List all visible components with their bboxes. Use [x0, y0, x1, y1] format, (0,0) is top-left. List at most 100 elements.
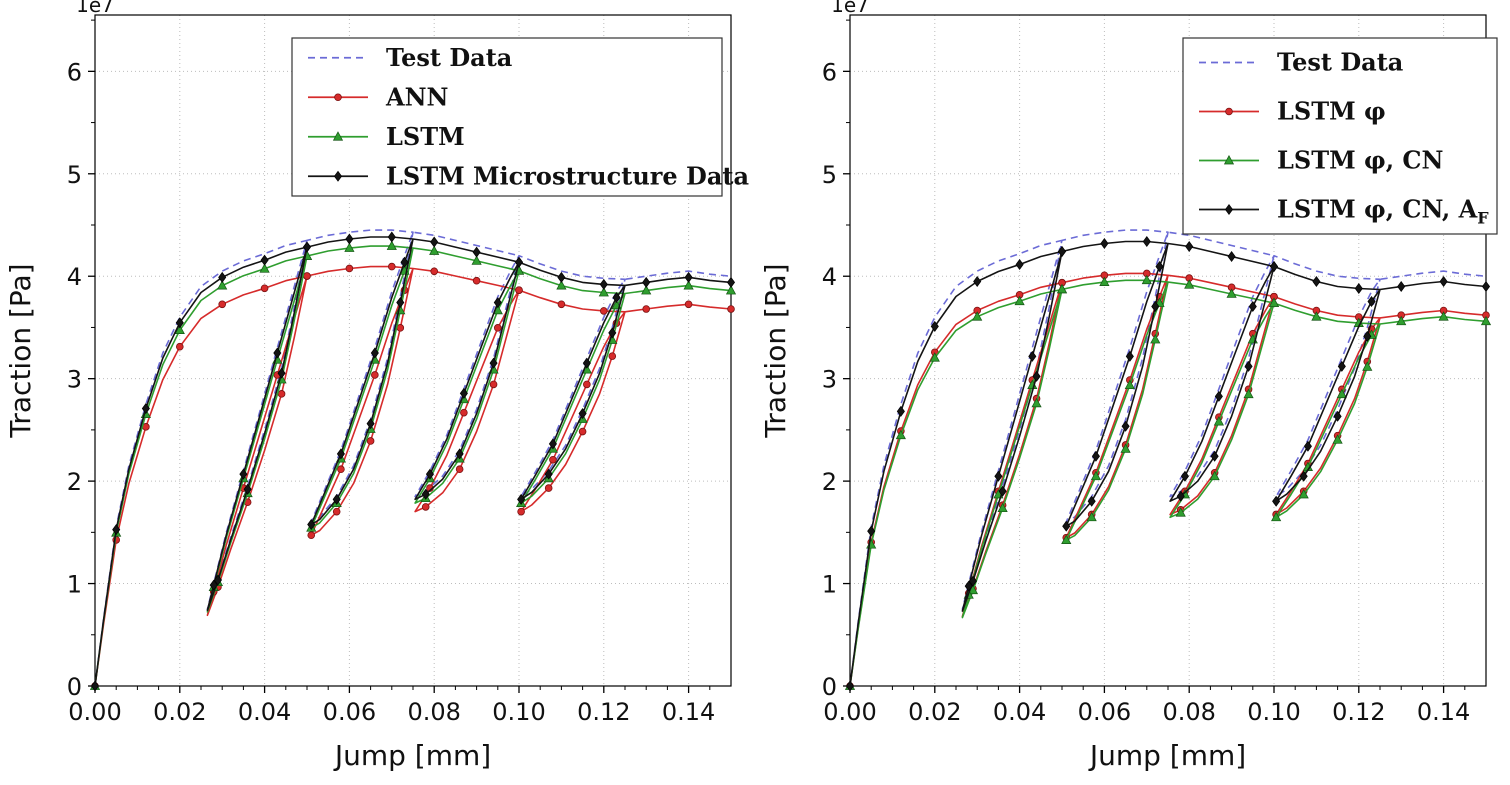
diamond-marker: [514, 256, 524, 268]
triangle-marker: [1226, 288, 1237, 298]
diamond-marker: [1100, 238, 1109, 250]
diamond-marker: [548, 438, 557, 450]
triangle-marker: [1213, 416, 1224, 426]
triangle-marker: [1124, 379, 1135, 389]
x-tick-label: 0.10: [492, 698, 545, 726]
x-axis-label: Jump [mm]: [333, 739, 491, 772]
diamond-marker: [430, 236, 439, 248]
circle-marker: [430, 267, 439, 276]
diamond-marker: [273, 347, 282, 359]
series-ann: [94, 265, 732, 687]
diamond-marker: [845, 680, 855, 692]
x-tick-label: 0.06: [323, 698, 376, 726]
diamond-marker: [459, 387, 468, 399]
triangle-marker: [1099, 276, 1110, 286]
triangle-marker: [386, 240, 397, 250]
triangle-marker: [598, 287, 609, 297]
triangle-marker: [1014, 295, 1025, 306]
series-lstm-phi-cn-af-markers: [845, 236, 1491, 692]
diamond-marker: [277, 367, 286, 379]
y-axis-offset-label: 1e7: [831, 0, 869, 17]
triangle-marker: [332, 131, 344, 141]
diamond-marker: [213, 574, 222, 586]
legend-label: Test Data: [1277, 48, 1403, 77]
x-tick-label: 0.12: [577, 698, 630, 726]
y-axis-label: Traction [Pa]: [4, 263, 37, 438]
legend-label: ANN: [385, 82, 449, 111]
y-tick-label: 1: [67, 571, 82, 599]
triangle-marker: [1061, 534, 1072, 544]
legend-item-test-data: Test Data: [308, 43, 512, 72]
diamond-marker: [455, 448, 464, 460]
triangle-marker: [1184, 279, 1195, 289]
circle-marker: [396, 324, 405, 332]
diamond-marker: [1272, 495, 1281, 507]
legend: Test Data LSTM φ LSTM φ, CN LSTM φ, CN, AF: [1182, 37, 1498, 235]
x-tick-label: 0.00: [68, 698, 121, 726]
triangle-marker: [972, 311, 983, 321]
diamond-marker: [1312, 275, 1321, 287]
legend-item-lstm-phi: LSTM φ: [1199, 97, 1386, 126]
triangle-marker: [1223, 154, 1235, 165]
legend-item-ann: ANN: [308, 82, 449, 111]
legend-item-lstm: LSTM: [308, 122, 465, 151]
diamond-marker: [1397, 280, 1406, 292]
y-tick-label: 6: [822, 58, 837, 86]
diamond-marker: [302, 241, 312, 253]
triangle-marker: [556, 280, 567, 290]
legend-label: LSTM: [386, 122, 465, 151]
triangle-marker: [1311, 311, 1322, 321]
circle-marker: [303, 272, 311, 280]
diamond-marker: [726, 276, 736, 288]
diamond-marker: [1227, 251, 1236, 263]
x-tick-label: 0.08: [407, 698, 460, 726]
triangle-marker: [1396, 315, 1407, 326]
diamond-marker: [239, 468, 248, 480]
circle-marker: [599, 307, 608, 315]
triangle-marker: [997, 502, 1008, 513]
diamond-marker: [1244, 360, 1253, 372]
diamond-marker: [209, 579, 218, 591]
legend-label: LSTM φ, CN: [1277, 146, 1443, 175]
series-lstm-phi-markers: [846, 269, 1490, 690]
series-lstm-phi-cn-markers: [844, 274, 1492, 690]
diamond-marker: [930, 320, 939, 332]
diamond-marker: [489, 357, 498, 369]
diamond-marker: [578, 408, 587, 420]
y-tick-label: 5: [822, 161, 837, 189]
triangle-marker: [259, 263, 270, 273]
diamond-marker: [968, 575, 977, 587]
series-lstm-markers: [89, 240, 737, 690]
y-tick-label: 1: [822, 571, 837, 599]
triangle-marker: [1480, 315, 1492, 326]
y-tick-label: 6: [67, 58, 82, 86]
series-lstm-phi-cn-af: [849, 240, 1487, 687]
y-tick-label: 0: [67, 673, 82, 701]
diamond-marker: [333, 170, 343, 182]
triangle-marker: [895, 429, 906, 440]
diamond-marker: [175, 317, 184, 329]
diamond-marker: [544, 468, 553, 480]
series-test-data: [849, 229, 1487, 687]
circle-marker: [557, 300, 566, 309]
triangle-marker: [1175, 507, 1186, 517]
triangle-marker: [1271, 511, 1282, 522]
diamond-marker: [387, 231, 396, 243]
diamond-marker: [332, 493, 341, 505]
diamond-marker: [1176, 490, 1185, 502]
legend-frame: [1182, 37, 1498, 235]
diamond-marker: [1367, 295, 1376, 307]
triangle-marker: [1120, 443, 1131, 453]
triangle-marker: [725, 285, 737, 295]
series-lstm: [94, 245, 732, 687]
diamond-marker: [400, 256, 409, 268]
triangle-marker: [1243, 388, 1254, 399]
series-ann-markers: [91, 262, 735, 690]
diamond-marker: [1248, 300, 1257, 312]
triangle-marker: [1031, 397, 1042, 408]
y-axis-offset-label: 1e7: [76, 0, 114, 17]
diamond-marker: [345, 233, 354, 245]
circle-marker: [387, 262, 396, 271]
diamond-marker: [260, 254, 269, 266]
